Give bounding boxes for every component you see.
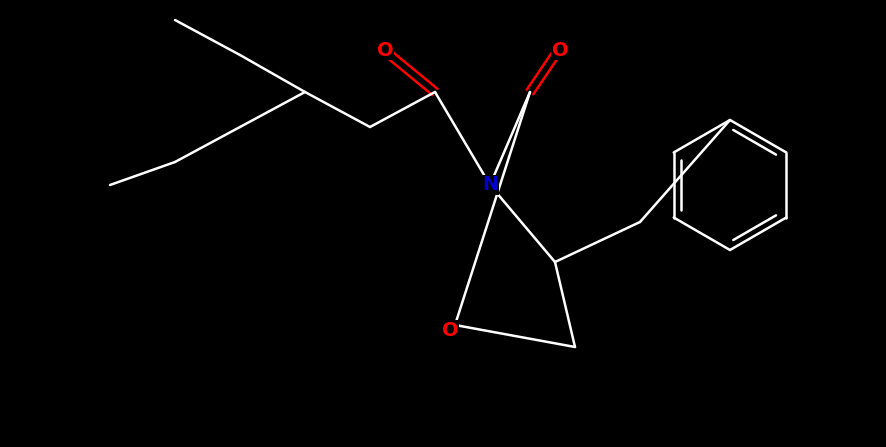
Text: O: O xyxy=(552,41,568,59)
Text: N: N xyxy=(482,176,498,194)
Text: O: O xyxy=(377,41,393,59)
Text: O: O xyxy=(442,320,458,340)
